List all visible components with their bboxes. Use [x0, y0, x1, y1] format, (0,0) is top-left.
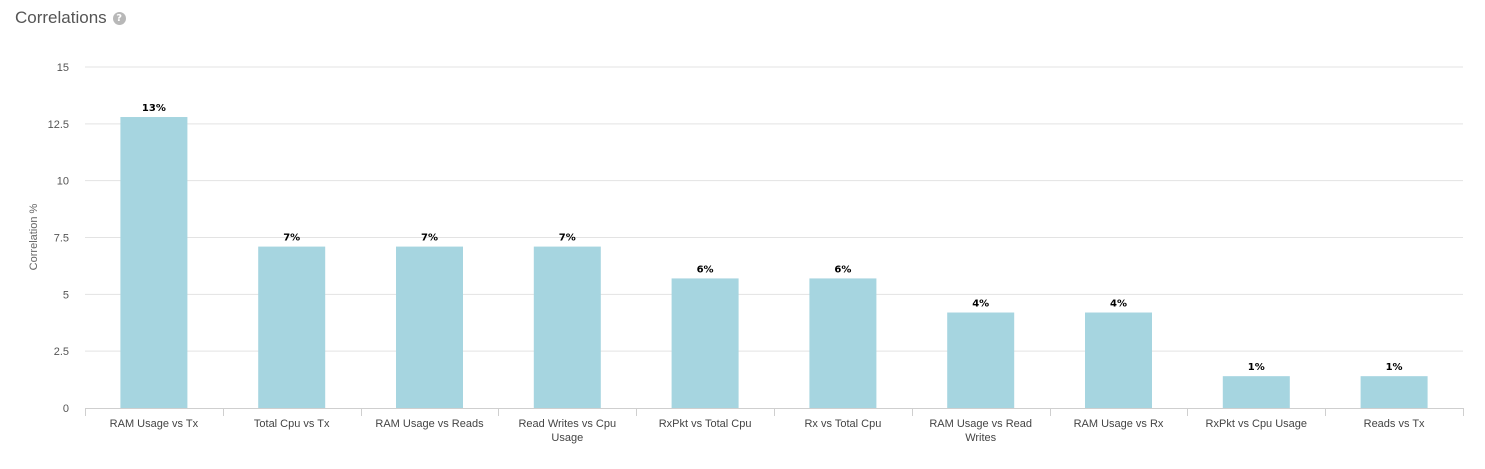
x-tick-label: RAM Usage vs Tx [110, 418, 199, 430]
y-tick-label: 5 [63, 289, 69, 301]
x-tick-label: RAM Usage vs Reads [375, 418, 484, 430]
x-tick-label: Rx vs Total Cpu [804, 418, 881, 430]
chart-title: Correlations [15, 8, 107, 27]
chart-header: Correlations ? [15, 8, 126, 28]
bar[interactable] [947, 312, 1015, 408]
x-tick-label: Read Writes vs Cpu Usage [518, 418, 616, 444]
x-tick-label: Total Cpu vs Tx [254, 418, 330, 430]
y-tick-label: 0 [63, 403, 69, 415]
y-axis-label: Correlation % [28, 203, 40, 270]
bars [120, 117, 1428, 408]
data-label: 1% [1386, 362, 1403, 373]
bar[interactable] [1222, 376, 1290, 408]
data-label: 4% [972, 299, 989, 310]
data-label: 6% [834, 264, 851, 275]
y-tick-label: 15 [57, 62, 69, 74]
data-label: 4% [1110, 299, 1127, 310]
bar[interactable] [1360, 376, 1428, 408]
y-tick-label: 7.5 [54, 233, 69, 245]
data-label: 7% [421, 233, 438, 244]
bar[interactable] [809, 278, 877, 408]
bar[interactable] [533, 246, 601, 408]
x-tick-label: Reads vs Tx [1364, 418, 1425, 430]
y-tick-label: 12.5 [48, 119, 69, 131]
y-tick-label: 10 [57, 176, 69, 188]
bar[interactable] [396, 246, 463, 408]
data-label: 7% [559, 233, 576, 244]
bar[interactable] [258, 246, 326, 408]
x-tick-label: RAM Usage vs Rx [1074, 418, 1164, 430]
data-label: 1% [1248, 362, 1265, 373]
question-circle-icon[interactable]: ? [112, 12, 126, 25]
data-labels: 13% 7% 7% 7% 6% 6% 4% 4% 1% 1% [142, 103, 1403, 373]
data-label: 7% [283, 233, 300, 244]
x-tick-label: RxPkt vs Cpu Usage [1206, 418, 1307, 430]
x-axis: RAM Usage vs Tx Total Cpu vs Tx RAM Usage … [85, 408, 1464, 444]
data-label: 13% [142, 103, 166, 114]
x-tick-label: RAM Usage vs Read Writes [929, 418, 1032, 444]
y-tick-label: 2.5 [54, 346, 69, 358]
y-axis-ticks: 0 2.5 5 7.5 10 12.5 15 [48, 62, 69, 415]
data-label: 6% [697, 264, 714, 275]
x-tick-label: RxPkt vs Total Cpu [659, 418, 752, 430]
bar[interactable] [120, 117, 188, 408]
bar[interactable] [1085, 312, 1152, 408]
bar[interactable] [671, 278, 739, 408]
